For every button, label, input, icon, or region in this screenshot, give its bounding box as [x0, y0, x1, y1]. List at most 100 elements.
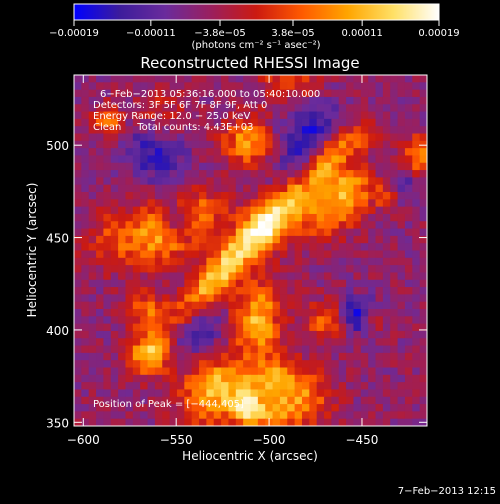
- heatmap-cell: [169, 148, 178, 157]
- heatmap-cell: [118, 309, 127, 317]
- heatmap-cell: [250, 316, 259, 325]
- heatmap-cell: [287, 418, 296, 426]
- heatmap-cell: [353, 213, 362, 222]
- heatmap-cell: [316, 75, 325, 83]
- heatmap-cell: [338, 352, 347, 361]
- heatmap-cell: [301, 89, 310, 98]
- heatmap-cell: [228, 257, 237, 266]
- heatmap-cell: [213, 345, 222, 354]
- heatmap-cell: [228, 294, 237, 303]
- heatmap-cell: [81, 352, 90, 361]
- heatmap-cell: [338, 133, 347, 142]
- heatmap-cell: [338, 111, 347, 120]
- heatmap-cell: [140, 279, 149, 288]
- heatmap-cell: [103, 404, 112, 412]
- heatmap-cell: [412, 287, 421, 295]
- heatmap-cell: [74, 316, 82, 325]
- heatmap-cell: [176, 221, 185, 230]
- heatmap-cell: [382, 89, 391, 98]
- heatmap-cell: [184, 287, 193, 295]
- heatmap-cell: [132, 235, 141, 244]
- heatmap-cell: [206, 272, 215, 281]
- heatmap-cell: [169, 104, 178, 113]
- heatmap-cell: [309, 155, 318, 164]
- heatmap-cell: [338, 126, 347, 135]
- heatmap-cell: [206, 367, 215, 376]
- heatmap-cell: [88, 309, 97, 317]
- heatmap-cell: [346, 265, 355, 274]
- heatmap-cell: [272, 411, 281, 420]
- heatmap-cell: [147, 418, 156, 426]
- heatmap-cell: [404, 374, 413, 383]
- heatmap-cell: [176, 155, 185, 164]
- heatmap-cell: [331, 338, 340, 347]
- heatmap-cell: [243, 155, 252, 164]
- heatmap-cell: [279, 170, 288, 178]
- heatmap-cell: [412, 316, 421, 325]
- heatmap-cell: [74, 199, 82, 208]
- heatmap-cell: [279, 294, 288, 303]
- heatmap-cell: [272, 389, 281, 398]
- heatmap-cell: [382, 192, 391, 200]
- heatmap-cell: [199, 82, 207, 91]
- heatmap-cell: [125, 257, 134, 266]
- heatmap-cell: [294, 140, 303, 149]
- heatmap-cell: [132, 309, 141, 317]
- heatmap-cell: [250, 338, 259, 347]
- heatmap-cell: [294, 221, 303, 230]
- heatmap-cell: [221, 155, 230, 164]
- heatmap-cell: [404, 96, 413, 105]
- heatmap-cell: [272, 126, 281, 135]
- heatmap-cell: [176, 360, 185, 369]
- heatmap-cell: [169, 316, 178, 325]
- heatmap-cell: [96, 170, 105, 178]
- heatmap-cell: [294, 257, 303, 266]
- heatmap-cell: [103, 206, 112, 215]
- heatmap-cell: [103, 89, 112, 98]
- heatmap-cell: [140, 126, 149, 135]
- heatmap-cell: [338, 192, 347, 200]
- heatmap-cell: [287, 367, 296, 376]
- heatmap-cell: [294, 272, 303, 281]
- heatmap-cell: [294, 250, 303, 259]
- heatmap-cell: [81, 96, 90, 105]
- heatmap-cell: [191, 235, 200, 244]
- heatmap-cell: [257, 82, 266, 91]
- heatmap-cell: [140, 184, 149, 193]
- heatmap-cell: [132, 411, 141, 420]
- heatmap-cell: [81, 404, 90, 412]
- heatmap-cell: [257, 374, 266, 383]
- heatmap-cell: [324, 287, 332, 295]
- heatmap-cell: [287, 184, 296, 193]
- heatmap-cell: [140, 382, 149, 391]
- heatmap-cell: [206, 155, 215, 164]
- heatmap-cell: [353, 309, 362, 317]
- heatmap-cell: [221, 243, 230, 252]
- heatmap-cell: [346, 89, 355, 98]
- heatmap-cell: [199, 367, 207, 376]
- heatmap-cell: [213, 82, 222, 91]
- heatmap-cell: [412, 374, 421, 383]
- heatmap-cell: [419, 177, 427, 186]
- heatmap-cell: [132, 330, 141, 339]
- heatmap-cell: [206, 345, 215, 354]
- heatmap-cell: [213, 330, 222, 339]
- heatmap-cell: [368, 396, 377, 405]
- heatmap-cell: [81, 75, 90, 83]
- heatmap-cell: [235, 177, 244, 186]
- heatmap-cell: [309, 206, 318, 215]
- heatmap-cell: [118, 75, 127, 83]
- heatmap-cell: [206, 170, 215, 178]
- heatmap-cell: [265, 287, 274, 295]
- heatmap-cell: [228, 199, 237, 208]
- y-tick-label: 450: [46, 232, 69, 246]
- heatmap-cell: [390, 338, 399, 347]
- heatmap-cell: [81, 206, 90, 215]
- heatmap-cell: [154, 345, 163, 354]
- heatmap-cell: [353, 360, 362, 369]
- heatmap-cell: [301, 338, 310, 347]
- heatmap-cell: [125, 250, 134, 259]
- heatmap-cell: [419, 411, 427, 420]
- heatmap-cell: [118, 330, 127, 339]
- heatmap-cell: [88, 389, 97, 398]
